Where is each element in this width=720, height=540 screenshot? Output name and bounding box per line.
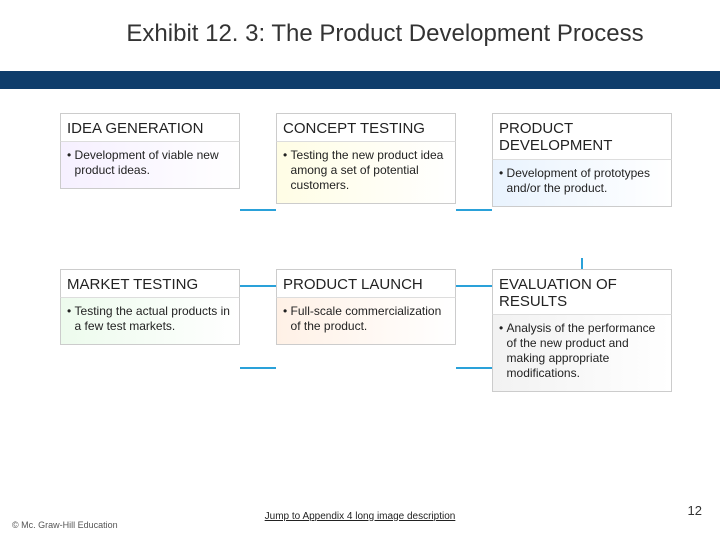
stage-title: MARKET TESTING [60, 269, 240, 297]
row-gap [60, 217, 680, 269]
stage-desc: Development of prototypes and/or the pro… [492, 159, 672, 207]
stage-title: IDEA GENERATION [60, 113, 240, 141]
stage-desc: Testing the new product idea among a set… [276, 141, 456, 204]
stage-title: CONCEPT TESTING [276, 113, 456, 141]
appendix-link[interactable]: Jump to Appendix 4 long image descriptio… [265, 511, 456, 523]
stage-desc: Testing the actual products in a few tes… [60, 297, 240, 345]
stage-market-testing: MARKET TESTING Testing the actual produc… [60, 269, 240, 393]
stage-idea-generation: IDEA GENERATION Development of viable ne… [60, 113, 240, 207]
stage-evaluation-of-results: EVALUATION OF RESULTS Analysis of the pe… [492, 269, 672, 393]
stage-row-2: MARKET TESTING Testing the actual produc… [60, 269, 680, 393]
stage-product-launch: PRODUCT LAUNCH Full-scale commercializat… [276, 269, 456, 393]
diagram-content: IDEA GENERATION Development of viable ne… [0, 89, 720, 392]
stage-title: EVALUATION OF RESULTS [492, 269, 672, 315]
stage-title: PRODUCT LAUNCH [276, 269, 456, 297]
stage-desc: Full-scale commercialization of the prod… [276, 297, 456, 345]
title-underline-strip [0, 71, 720, 89]
stage-title: PRODUCT DEVELOPMENT [492, 113, 672, 159]
stage-desc: Analysis of the performance of the new p… [492, 314, 672, 392]
stage-desc: Development of viable new product ideas. [60, 141, 240, 189]
page-number: 12 [688, 503, 702, 518]
slide-title: Exhibit 12. 3: The Product Development P… [90, 18, 680, 49]
stage-concept-testing: CONCEPT TESTING Testing the new product … [276, 113, 456, 207]
stage-row-1: IDEA GENERATION Development of viable ne… [60, 113, 680, 207]
copyright-footer: © Mc. Graw-Hill Education [12, 520, 118, 530]
stage-product-development: PRODUCT DEVELOPMENT Development of proto… [492, 113, 672, 207]
title-bar: Exhibit 12. 3: The Product Development P… [0, 0, 720, 65]
